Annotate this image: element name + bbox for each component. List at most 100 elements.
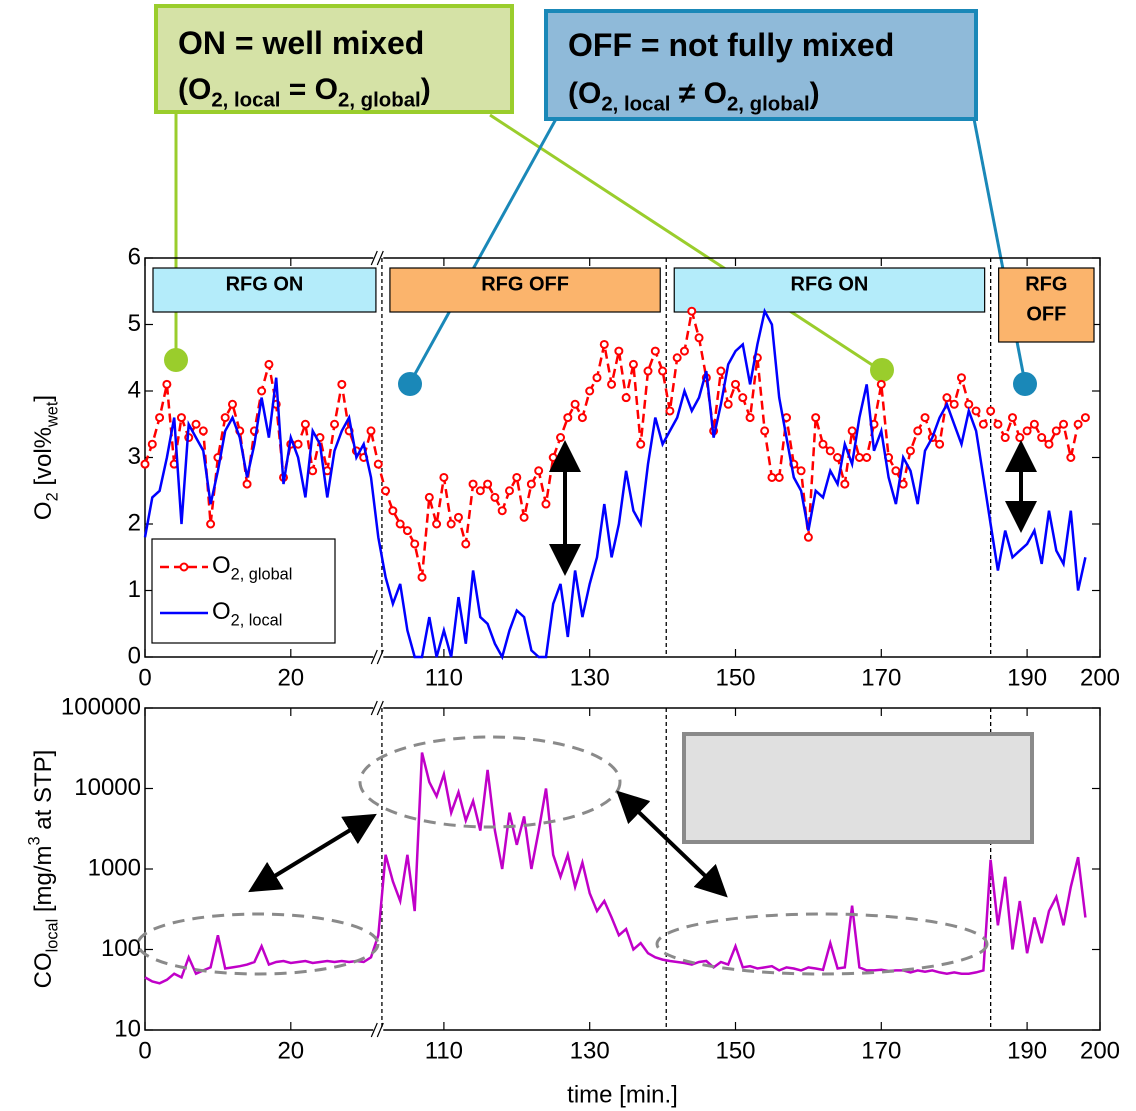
x-tick-label: 20 <box>277 664 304 691</box>
comparison-arrow <box>248 813 377 893</box>
data-point <box>570 399 580 409</box>
data-point <box>920 413 930 423</box>
data-point <box>738 393 748 403</box>
text-part: ) <box>421 73 431 106</box>
y-tick-label: 100 <box>101 935 141 962</box>
x-tick-label: 200 <box>1080 664 1120 691</box>
data-point <box>373 459 383 469</box>
data-point <box>585 386 595 396</box>
text-part: [vol% <box>30 427 57 492</box>
x-tick-label: 0 <box>138 1037 151 1064</box>
callout-dot <box>870 358 894 382</box>
data-point <box>847 426 857 436</box>
data-point <box>257 386 267 396</box>
data-point <box>468 479 478 489</box>
phase-label-box <box>389 267 661 313</box>
data-point <box>650 346 660 356</box>
phase-label-box <box>673 267 986 313</box>
data-point <box>1015 433 1025 443</box>
callout-text: ON = well mixed <box>178 25 424 61</box>
text-part: 2, local <box>601 94 670 116</box>
y-tick-label: 6 <box>128 243 141 270</box>
data-point <box>446 519 456 529</box>
data-point <box>876 379 886 389</box>
axis-break-gap <box>373 256 384 260</box>
callout-box <box>544 9 978 121</box>
text-part: (O <box>568 77 601 110</box>
y-tick-label: 5 <box>128 310 141 337</box>
text-part: at STP] <box>30 750 57 837</box>
data-point <box>402 526 412 536</box>
text-part: ] <box>30 395 57 402</box>
data-point <box>840 479 850 489</box>
data-point <box>614 346 624 356</box>
legend-box <box>151 538 336 644</box>
data-point <box>381 486 391 496</box>
data-point <box>191 419 201 429</box>
axis-break-mark <box>370 250 378 266</box>
data-point <box>475 486 485 496</box>
x-tick-label: 110 <box>425 1037 463 1064</box>
text-part: = O <box>280 73 338 106</box>
phase-label-box <box>152 267 377 313</box>
x-tick-label: 190 <box>1007 664 1047 691</box>
note-box <box>682 732 1034 844</box>
axis-break-gap <box>373 655 384 659</box>
text-part: wet <box>44 401 62 428</box>
data-point <box>986 406 996 416</box>
data-point <box>1044 439 1054 449</box>
legend-label: O2, global <box>212 552 292 583</box>
data-point <box>453 512 463 522</box>
data-point <box>1051 426 1061 436</box>
data-point <box>526 479 536 489</box>
data-point <box>1022 426 1032 436</box>
data-point <box>942 393 952 403</box>
y-tick-label: 10000 <box>74 774 141 801</box>
text-part: ≠ O <box>670 77 726 110</box>
axis-break-mark <box>370 700 378 716</box>
x-tick-label: 170 <box>861 664 901 691</box>
phase-label: RFG ON <box>791 273 869 295</box>
y-tick-label: 100000 <box>61 693 141 720</box>
series-line <box>143 307 1087 661</box>
axis-break-mark <box>370 649 378 665</box>
data-point <box>825 446 835 456</box>
data-point <box>548 453 558 462</box>
text-part: 3 <box>26 836 44 845</box>
data-point <box>534 466 544 476</box>
x-tick-label: 200 <box>1080 1037 1120 1064</box>
data-point <box>497 506 507 516</box>
data-point <box>672 353 682 363</box>
data-point <box>424 492 434 502</box>
y-tick-label: 2 <box>128 509 141 536</box>
data-point <box>1037 433 1047 443</box>
data-point <box>1000 433 1010 443</box>
data-point <box>155 413 165 423</box>
phase-label: RFG OFF <box>481 273 569 295</box>
y-tick-label: 1000 <box>88 854 141 881</box>
data-point <box>833 453 843 462</box>
text-part: O <box>30 501 57 520</box>
y-tick-label: 0 <box>128 642 141 669</box>
data-point <box>308 466 318 476</box>
data-point <box>862 453 872 462</box>
y-axis-label: O2 [vol%wet] <box>30 395 61 520</box>
data-point <box>949 399 959 409</box>
data-point <box>694 333 704 343</box>
data-point <box>220 413 230 423</box>
callout-dot <box>1013 372 1037 396</box>
x-tick-label: 150 <box>715 1037 755 1064</box>
axis-break-gap <box>373 706 384 710</box>
data-point <box>621 393 631 403</box>
y-tick-label: 4 <box>128 376 141 403</box>
data-point <box>811 413 821 423</box>
data-point <box>300 419 310 429</box>
data-point <box>730 379 740 389</box>
data-point <box>563 413 573 423</box>
x-tick-label: 150 <box>715 664 755 691</box>
text-part: [mg/m <box>30 845 57 918</box>
data-point <box>628 359 638 369</box>
data-point <box>796 466 806 476</box>
data-point <box>512 472 522 482</box>
